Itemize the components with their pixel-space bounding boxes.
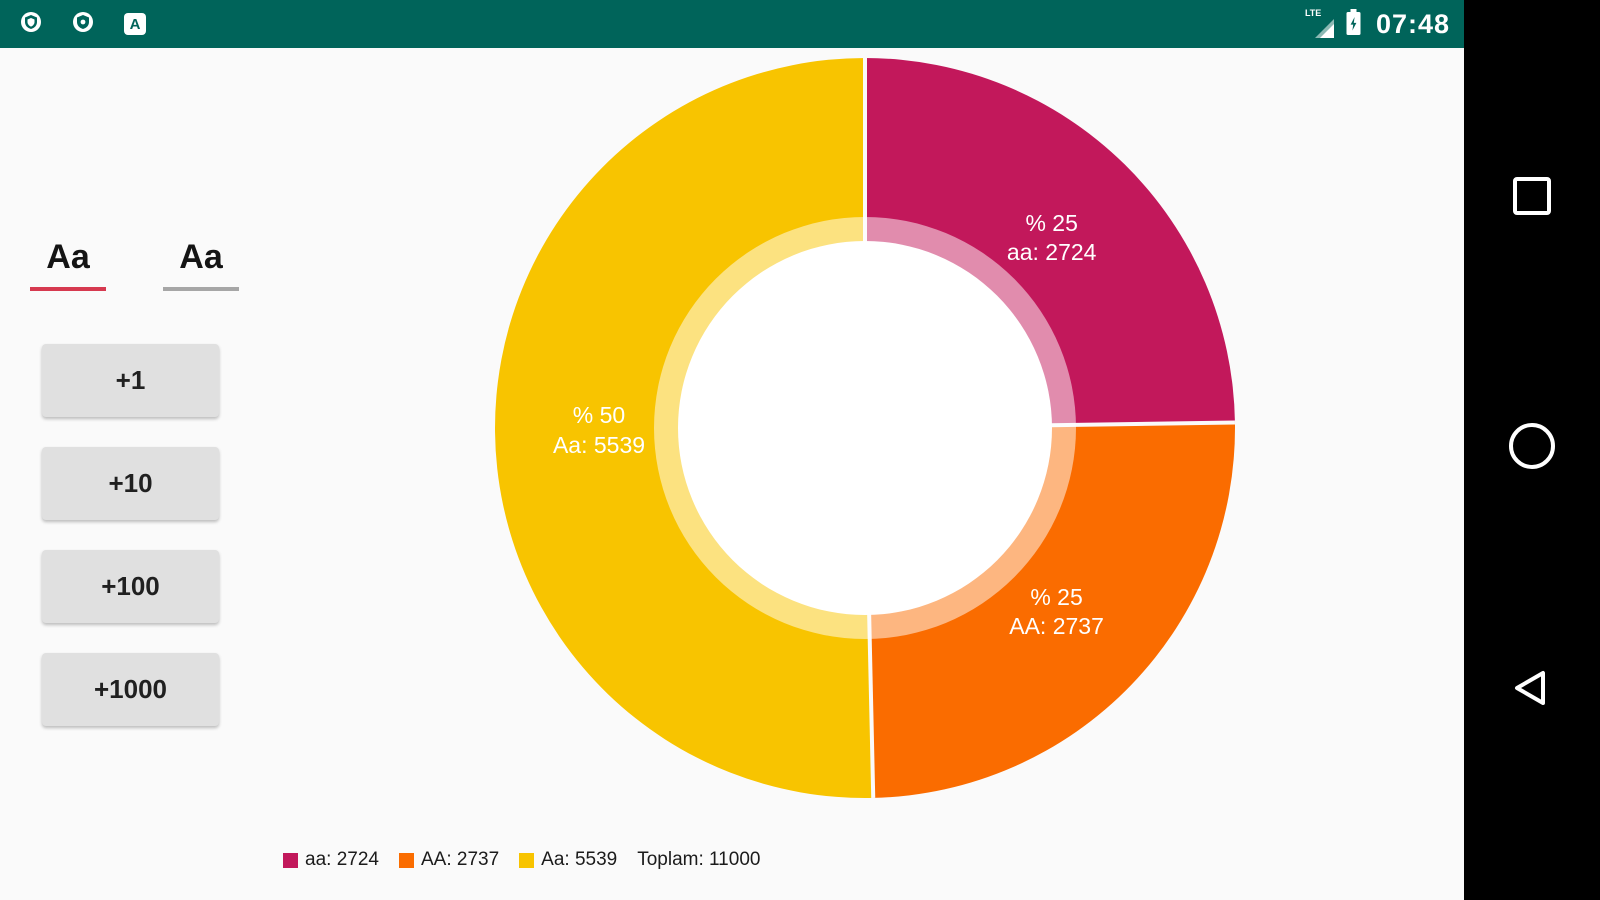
tab-label: Aa (179, 238, 223, 276)
lte-signal-icon: LTE (1305, 7, 1335, 41)
legend-label: AA: 2737 (420, 849, 500, 870)
legend-item: Toplam: 11000 (637, 849, 760, 871)
add-100-button[interactable]: +100 (42, 550, 219, 623)
back-triangle-icon[interactable] (1510, 666, 1554, 710)
add-1000-button[interactable]: +1000 (42, 653, 219, 726)
add-1-button[interactable]: +1 (42, 344, 219, 417)
legend-label: Aa: 5539 (541, 849, 618, 870)
chart-legend: aa: 2724 AA: 2737 Aa: 5539 Toplam: 11000 (283, 849, 760, 871)
recents-square-icon[interactable] (1512, 176, 1552, 216)
tab-aa-active[interactable]: Aa (30, 238, 106, 291)
status-bar-notifications: A (20, 11, 146, 38)
donut-chart-svg (494, 58, 1235, 798)
status-bar: A LTE 07:48 (0, 0, 1464, 48)
legend-swatch-icon (398, 852, 414, 868)
legend-swatch-icon (283, 852, 298, 868)
app-letter-notification-icon: A (124, 13, 146, 35)
legend-swatch-icon (519, 852, 535, 868)
shield-notification-icon (20, 11, 42, 38)
donut-chart: % 25 aa: 2724% 25 AA: 2737% 50 Aa: 5539 (485, 48, 1245, 808)
legend-label: Toplam: 11000 (637, 849, 761, 870)
legend-label: aa: 2724 (305, 849, 379, 870)
navigation-bar (1464, 0, 1600, 900)
add-10-button[interactable]: +10 (42, 447, 219, 520)
legend-item: Aa: 5539 (519, 849, 617, 871)
legend-item: aa: 2724 (283, 849, 379, 871)
shield-notification-icon (72, 11, 94, 38)
allele-tabs: Aa Aa (30, 238, 239, 291)
lte-label: LTE (1304, 8, 1322, 18)
legend-item: AA: 2737 (398, 849, 500, 871)
battery-charging-icon (1345, 7, 1362, 42)
status-time: 07:48 (1375, 8, 1450, 39)
home-circle-icon[interactable] (1508, 422, 1556, 470)
donut-hole (678, 241, 1052, 615)
status-bar-system-icons: LTE 07:48 (1305, 7, 1450, 42)
tab-aa-inactive[interactable]: Aa (163, 238, 239, 291)
increment-button-column: +1 +10 +100 +1000 (42, 344, 219, 726)
tab-label: Aa (46, 238, 90, 276)
